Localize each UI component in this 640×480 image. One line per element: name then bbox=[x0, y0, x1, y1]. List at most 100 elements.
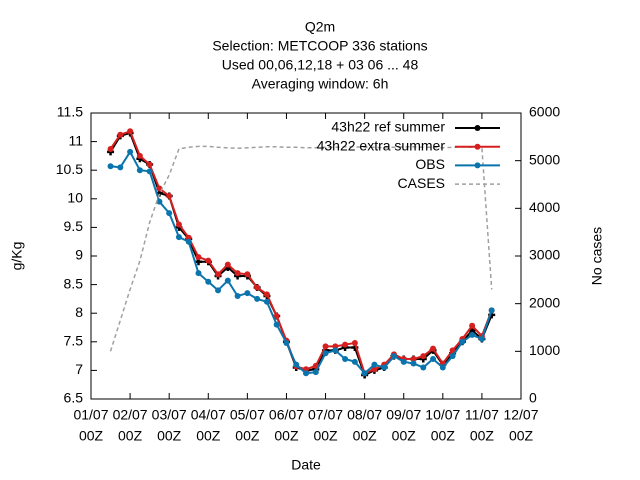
y-tick-label: 11 bbox=[68, 132, 83, 148]
point bbox=[215, 287, 222, 294]
point bbox=[215, 271, 222, 278]
point bbox=[195, 254, 202, 261]
point bbox=[303, 370, 309, 377]
x-tick-label: 11/07 bbox=[465, 407, 499, 423]
y2-tick-label: 5000 bbox=[529, 151, 560, 167]
point bbox=[420, 353, 427, 360]
point bbox=[195, 270, 202, 277]
x-tick-label: 01/07 bbox=[73, 407, 108, 423]
point bbox=[430, 345, 437, 352]
x-tick-label: 00Z bbox=[235, 428, 260, 444]
y-tick-label: 7.5 bbox=[64, 333, 84, 349]
x-tick-label: 00Z bbox=[196, 428, 221, 444]
x-tick-label: 12/07 bbox=[503, 407, 538, 423]
y2-tick-label: 0 bbox=[529, 390, 537, 406]
point bbox=[224, 261, 231, 268]
legend-marker bbox=[474, 143, 481, 150]
point bbox=[166, 210, 173, 217]
point bbox=[390, 353, 397, 360]
point bbox=[449, 347, 456, 354]
x-tick-label: 07/07 bbox=[308, 407, 343, 423]
x-tick-label: 00Z bbox=[392, 428, 417, 444]
point bbox=[205, 278, 212, 285]
point bbox=[273, 313, 280, 320]
y2-tick-label: 6000 bbox=[529, 104, 560, 120]
y-tick-label: 6.5 bbox=[64, 390, 84, 406]
point bbox=[381, 364, 388, 371]
point bbox=[449, 353, 456, 360]
point bbox=[107, 146, 114, 153]
y-tick-label: 11.5 bbox=[57, 104, 83, 120]
plot-frame bbox=[90, 112, 522, 400]
y2-tick-label: 3000 bbox=[529, 247, 560, 263]
point bbox=[371, 366, 378, 373]
x-tick-label: 10/07 bbox=[425, 407, 460, 423]
y-tick-label: 8.5 bbox=[64, 275, 84, 291]
x-tick-label: 04/07 bbox=[191, 407, 226, 423]
y-tick-label: 9.5 bbox=[64, 218, 84, 234]
point bbox=[146, 168, 153, 175]
y-tick-label: 10.5 bbox=[56, 161, 83, 177]
point bbox=[400, 358, 407, 365]
point bbox=[234, 293, 241, 300]
point bbox=[244, 290, 251, 297]
x-tick-label: 06/07 bbox=[269, 407, 304, 423]
x-tick-label: 00Z bbox=[79, 428, 104, 444]
x-tick-label: 00Z bbox=[274, 428, 299, 444]
y2-tick-label: 2000 bbox=[529, 294, 560, 310]
x-tick-label: 00Z bbox=[470, 428, 495, 444]
point bbox=[175, 221, 182, 228]
point bbox=[127, 128, 134, 135]
series-line bbox=[110, 149, 493, 375]
y2-tick-label: 4000 bbox=[529, 199, 560, 215]
x-axis-label: Date bbox=[291, 457, 321, 473]
y-axis-label: g/Kg bbox=[9, 242, 25, 271]
point bbox=[185, 238, 192, 245]
point bbox=[283, 339, 290, 346]
point bbox=[293, 361, 300, 368]
point bbox=[263, 291, 270, 298]
point bbox=[117, 164, 124, 171]
x-tick-label: 00Z bbox=[157, 428, 182, 444]
point bbox=[361, 370, 368, 377]
chart-subtitle: Averaging window: 6h bbox=[252, 76, 389, 92]
legend-label: 43h22 ref summer bbox=[331, 119, 445, 135]
point bbox=[175, 234, 182, 241]
chart-title: Q2m bbox=[305, 19, 335, 35]
y-tick-label: 9 bbox=[75, 247, 83, 263]
x-tick-label: 09/07 bbox=[386, 407, 421, 423]
point bbox=[156, 198, 163, 205]
point bbox=[342, 341, 349, 348]
point bbox=[488, 307, 495, 314]
point bbox=[342, 355, 349, 362]
point bbox=[439, 364, 446, 371]
y-tick-label: 7 bbox=[75, 361, 83, 377]
x-tick-label: 00Z bbox=[509, 428, 534, 444]
point bbox=[312, 369, 319, 376]
point bbox=[234, 270, 241, 277]
y-tick-label: 10 bbox=[67, 190, 83, 206]
point bbox=[410, 360, 417, 367]
point bbox=[244, 271, 251, 278]
point bbox=[322, 343, 329, 350]
point bbox=[107, 163, 114, 170]
point bbox=[351, 339, 358, 346]
x-tick-label: 03/07 bbox=[152, 407, 187, 423]
legend-label: CASES bbox=[398, 175, 445, 191]
point bbox=[371, 361, 378, 368]
y2-tick-label: 1000 bbox=[529, 342, 560, 358]
x-tick-label: 00Z bbox=[431, 428, 456, 444]
point bbox=[351, 358, 358, 365]
point bbox=[205, 257, 212, 264]
point bbox=[254, 295, 261, 302]
legend-marker bbox=[474, 125, 481, 131]
x-tick-label: 00Z bbox=[313, 428, 338, 444]
point bbox=[127, 148, 134, 155]
point bbox=[430, 355, 437, 362]
y-tick-label: 8 bbox=[75, 304, 83, 320]
point bbox=[273, 321, 280, 328]
legend-marker bbox=[474, 162, 481, 169]
legend-label: OBS bbox=[415, 156, 445, 172]
point bbox=[332, 347, 339, 354]
